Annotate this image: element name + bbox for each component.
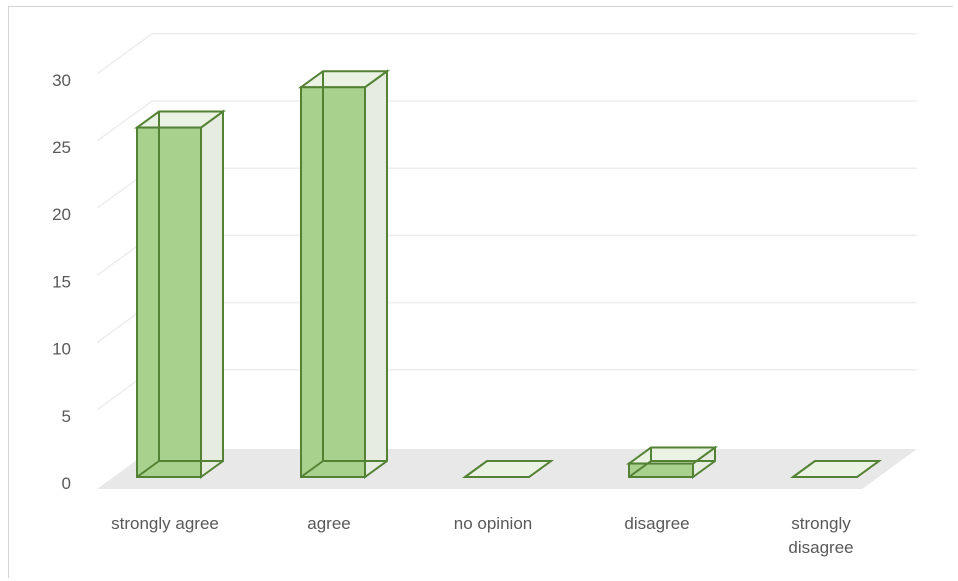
- bars: [133, 69, 883, 479]
- bar-bottom-diagonal: [628, 460, 652, 478]
- chart-area: 0 5 10 15 20 25 30 strongly agree agree no opini…: [8, 6, 953, 578]
- bar-bottom-diagonal: [464, 460, 488, 478]
- y-tick-label: 25: [52, 138, 71, 157]
- bar-bottom-diagonal: [792, 460, 816, 478]
- y-tick-label: 15: [52, 272, 71, 291]
- bar: [133, 109, 227, 479]
- y-tick-label: 5: [62, 407, 71, 426]
- bar: [461, 460, 555, 478]
- y-axis-ticks: 0 5 10 15 20 25 30: [52, 71, 71, 493]
- bar: [297, 69, 391, 479]
- category-label: no opinion: [454, 514, 532, 533]
- y-tick-label: 10: [52, 340, 71, 359]
- category-label: agree: [307, 514, 350, 533]
- category-label-line: strongly agree: [111, 514, 219, 533]
- y-tick-label: 20: [52, 205, 71, 224]
- category-label: strongly agree: [111, 514, 219, 533]
- column-chart-3d: 0 5 10 15 20 25 30 strongly agree agree no opini…: [52, 7, 917, 557]
- category-label-line: strongly: [791, 514, 851, 533]
- bar: [625, 445, 719, 479]
- gridline-diagonal: [96, 33, 153, 75]
- gridlines: [96, 7, 917, 411]
- bar-front-face: [136, 126, 202, 478]
- bar: [789, 460, 883, 478]
- category-label-line: no opinion: [454, 514, 532, 533]
- category-label: strongly disagree: [788, 514, 853, 557]
- bar-bottom-diagonal: [300, 460, 324, 478]
- gridline-diagonal: [96, 100, 153, 142]
- bar-front-face: [628, 462, 694, 478]
- bar-side-face: [364, 69, 388, 479]
- category-label-line: disagree: [788, 538, 853, 557]
- bar-side-face: [200, 109, 224, 479]
- bar-front-face: [300, 86, 366, 479]
- bar-bottom-diagonal: [136, 460, 160, 478]
- category-label-line: agree: [307, 514, 350, 533]
- y-tick-label: 30: [52, 71, 71, 90]
- category-label: disagree: [624, 514, 689, 533]
- y-tick-label: 0: [62, 474, 71, 493]
- x-axis-categories: strongly agree agree no opinion disagree str…: [111, 514, 853, 557]
- category-label-line: disagree: [624, 514, 689, 533]
